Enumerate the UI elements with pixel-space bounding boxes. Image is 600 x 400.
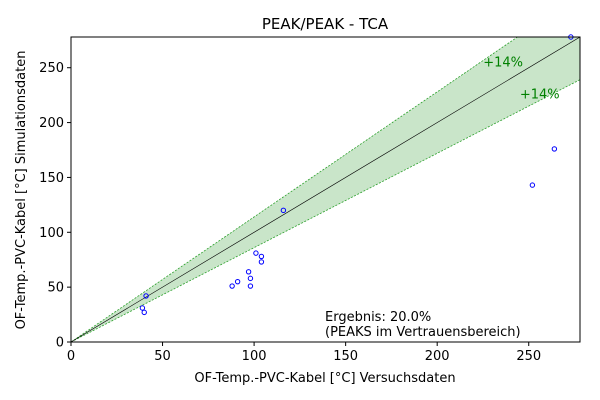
x-axis-ticks: 0 50 100 150 200 250 — [67, 342, 541, 364]
y-tick-label: 100 — [39, 226, 64, 241]
data-point-3 — [143, 293, 149, 299]
band-lower-label: +14% — [520, 87, 560, 102]
data-point-7 — [247, 275, 254, 282]
y-tick-label: 150 — [39, 171, 64, 186]
x-tick-label: 150 — [333, 349, 358, 364]
x-tick-label: 0 — [67, 349, 75, 364]
data-point-6 — [245, 269, 252, 275]
data-point-13 — [529, 182, 536, 188]
x-tick-label: 250 — [516, 349, 541, 364]
data-point-8 — [247, 283, 254, 289]
band-upper-edge — [71, 37, 519, 342]
data-point-10 — [258, 253, 265, 260]
data-point-5 — [234, 278, 241, 285]
data-point-9 — [253, 250, 259, 256]
band-lower-edge — [71, 79, 580, 342]
y-tick-label: 50 — [47, 281, 64, 296]
data-points — [139, 34, 574, 316]
x-tick-label: 200 — [425, 349, 450, 364]
result-annotation-line1: Ergebnis: 20.0% — [325, 310, 431, 325]
data-point-1 — [139, 305, 146, 311]
x-tick-label: 50 — [154, 349, 171, 364]
y-axis-label: OF-Temp.-PVC-Kabel [°C] Simulationsdaten — [14, 51, 29, 330]
chart-title: PEAK/PEAK - TCA — [262, 15, 389, 33]
y-tick-label: 250 — [39, 61, 64, 76]
confidence-band — [71, 37, 580, 342]
data-point-11 — [258, 259, 265, 265]
data-point-2 — [141, 309, 147, 316]
y-axis-ticks: 0 50 100 150 200 250 — [39, 61, 71, 351]
data-point-14 — [551, 146, 558, 152]
x-tick-label: 100 — [242, 349, 267, 364]
result-annotation-line2: (PEAKS im Vertrauensbereich) — [325, 325, 521, 340]
plot-frame — [70, 36, 581, 343]
data-point-4 — [229, 283, 235, 289]
x-axis-label: OF-Temp.-PVC-Kabel [°C] Versuchsdaten — [194, 371, 455, 386]
band-upper-label: +14% — [483, 56, 523, 71]
reference-line — [71, 37, 580, 342]
y-tick-label: 0 — [56, 336, 64, 351]
y-tick-label: 200 — [39, 116, 64, 131]
data-point-12 — [280, 207, 287, 214]
